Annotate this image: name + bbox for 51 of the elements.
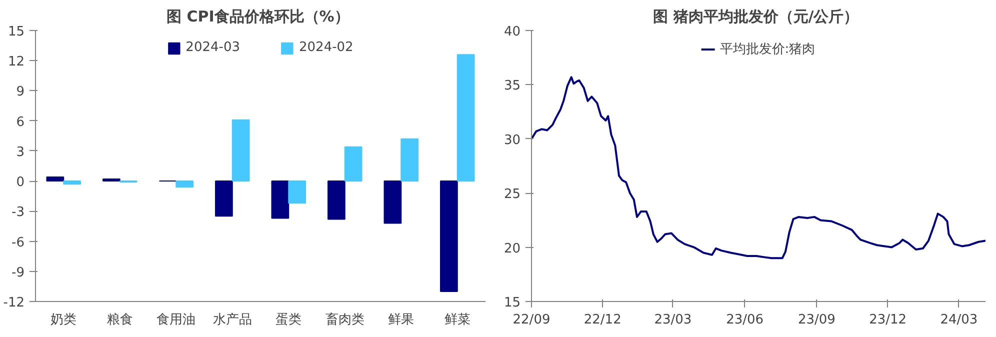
bar — [440, 180, 458, 292]
legend-label: 2024-02 — [299, 40, 354, 55]
y-tick-label: -3 — [12, 205, 25, 220]
y-tick-label: 25 — [504, 187, 521, 202]
y-tick-label: -6 — [12, 235, 25, 250]
y-tick-label: 35 — [504, 78, 521, 94]
legend-label: 2024-03 — [186, 40, 240, 55]
bar — [176, 180, 194, 188]
x-tick-label: 水产品 — [212, 312, 252, 328]
x-tick-label: 粮食 — [106, 312, 133, 328]
bar — [400, 138, 418, 182]
y-tick-label: 3 — [16, 144, 25, 160]
y-tick-label: -12 — [3, 296, 24, 310]
x-tick-label: 畜肉类 — [325, 312, 364, 328]
x-tick-label: 蛋类 — [276, 312, 302, 328]
x-tick-label: 23/03 — [654, 312, 692, 328]
y-tick-label: 0 — [16, 175, 25, 190]
x-tick-label: 食用油 — [156, 312, 196, 328]
bar — [288, 180, 306, 204]
y-tick-label: 20 — [504, 241, 521, 256]
y-tick-label: 40 — [504, 24, 521, 40]
x-tick-label: 23/12 — [869, 312, 907, 328]
x-tick-label: 24/03 — [940, 312, 978, 328]
chart-title: 图 猪肉平均批发价（元/公斤） — [653, 8, 859, 26]
legend-label: 平均批发价:猪肉 — [720, 41, 816, 58]
bar — [102, 178, 120, 182]
y-tick-label: -9 — [12, 265, 25, 280]
chart-title: 图 CPI食品价格环比（%） — [166, 8, 350, 26]
y-tick-label: 12 — [8, 54, 25, 70]
bar — [344, 146, 362, 182]
x-tick-label: 鲜果 — [388, 312, 414, 328]
bar — [384, 180, 402, 224]
bar — [232, 119, 250, 182]
bar — [46, 176, 64, 182]
x-tick-label: 23/06 — [726, 312, 764, 328]
x-tick-label: 鲜菜 — [444, 312, 470, 328]
x-tick-label: 奶类 — [50, 312, 77, 328]
x-tick-label: 23/09 — [798, 312, 836, 328]
y-tick-label: 6 — [16, 114, 25, 130]
y-tick-label: 30 — [504, 132, 521, 148]
x-tick-label: 22/09 — [512, 312, 550, 328]
line-series — [532, 76, 986, 260]
bar — [63, 180, 81, 185]
y-tick-label: 15 — [504, 296, 521, 310]
y-tick-label: 9 — [16, 84, 25, 100]
bar — [328, 180, 346, 220]
bar — [456, 54, 475, 182]
x-tick-label: 22/12 — [584, 312, 622, 328]
y-tick-label: 15 — [8, 24, 25, 40]
bar — [215, 180, 233, 217]
bar — [271, 180, 290, 219]
